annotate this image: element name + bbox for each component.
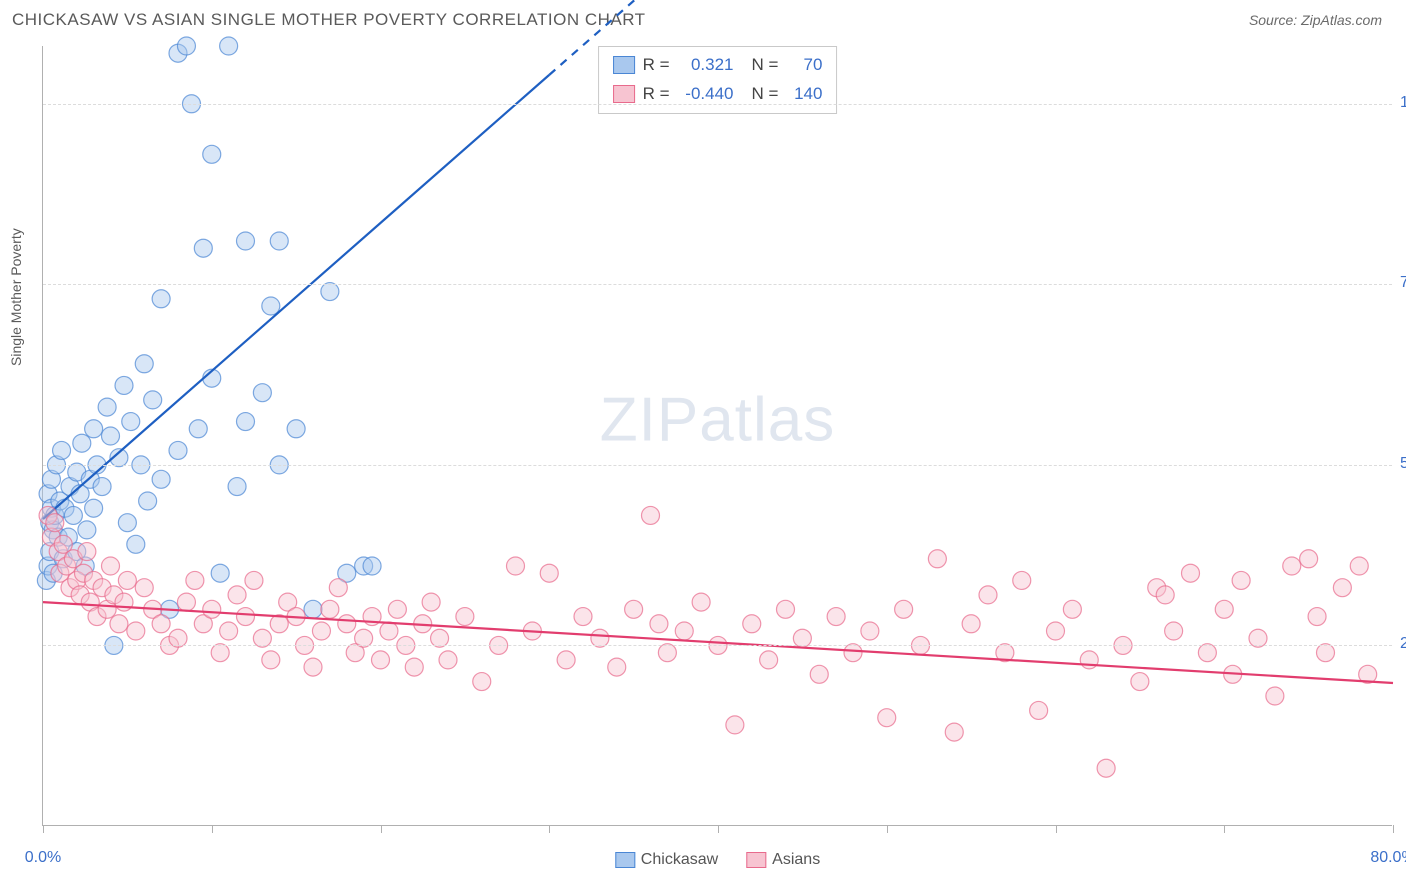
y-axis-label: Single Mother Poverty	[8, 228, 24, 366]
series-legend: Chickasaw Asians	[615, 851, 820, 869]
x-tick	[1224, 825, 1225, 833]
n-label: N =	[752, 51, 779, 80]
y-tick-label: 25.0%	[1400, 635, 1406, 653]
chart-source: Source: ZipAtlas.com	[1249, 12, 1382, 28]
x-tick	[1393, 825, 1394, 833]
plot-container: Single Mother Poverty ZIPatlas R = 0.321…	[42, 46, 1392, 826]
source-prefix: Source:	[1249, 12, 1301, 28]
legend-swatch-icon	[746, 852, 766, 868]
gridline	[43, 465, 1392, 466]
gridline	[43, 284, 1392, 285]
x-tick	[381, 825, 382, 833]
x-tick	[549, 825, 550, 833]
r-value-chickasaw: 0.321	[678, 51, 734, 80]
n-value-chickasaw: 70	[786, 51, 822, 80]
gridline	[43, 645, 1392, 646]
legend-item-chickasaw: Chickasaw	[615, 851, 718, 869]
scatter-plot: ZIPatlas R = 0.321 N = 70 R = -0.440 N =…	[42, 46, 1392, 826]
legend-row-chickasaw: R = 0.321 N = 70	[613, 51, 823, 80]
r-label: R =	[643, 51, 670, 80]
y-tick-label: 75.0%	[1400, 274, 1406, 292]
x-tick	[1056, 825, 1057, 833]
x-tick-label: 0.0%	[25, 849, 61, 867]
x-tick-label: 80.0%	[1370, 849, 1406, 867]
y-tick-label: 100.0%	[1400, 94, 1406, 112]
x-tick	[718, 825, 719, 833]
legend-swatch-asians	[613, 85, 635, 103]
legend-label-chickasaw: Chickasaw	[641, 851, 718, 868]
x-tick	[212, 825, 213, 833]
legend-swatch-chickasaw	[613, 56, 635, 74]
x-tick	[43, 825, 44, 833]
gridline	[43, 104, 1392, 105]
legend-item-asians: Asians	[746, 851, 820, 869]
legend-swatch-icon	[615, 852, 635, 868]
source-name: ZipAtlas.com	[1301, 12, 1382, 28]
legend-label-asians: Asians	[772, 851, 820, 868]
svg-layer	[43, 46, 1393, 826]
chart-header: CHICKASAW VS ASIAN SINGLE MOTHER POVERTY…	[0, 0, 1406, 36]
y-tick-label: 50.0%	[1400, 455, 1406, 473]
chart-title: CHICKASAW VS ASIAN SINGLE MOTHER POVERTY…	[12, 10, 646, 30]
x-tick	[887, 825, 888, 833]
